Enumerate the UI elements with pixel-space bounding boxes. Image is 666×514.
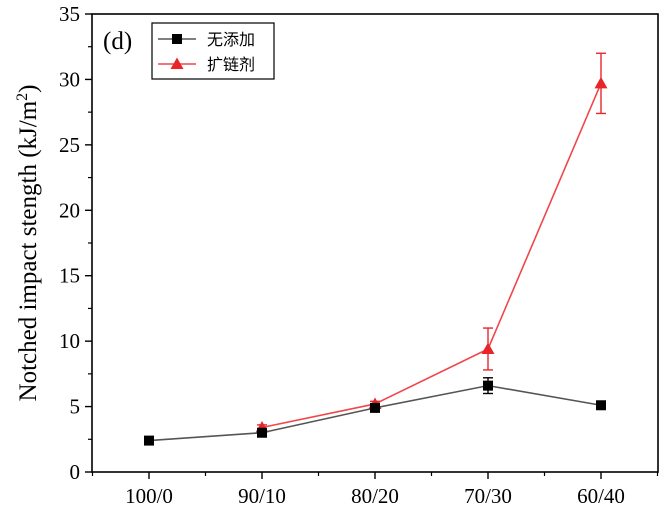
y-tick-label: 25 — [59, 133, 80, 157]
legend-marker — [172, 34, 182, 44]
legend-box — [151, 22, 275, 80]
y-tick-label: 15 — [59, 264, 80, 288]
x-tick-label: 90/10 — [238, 484, 286, 508]
series-line — [148, 384, 602, 442]
panel-label: (d) — [103, 28, 132, 55]
y-tick-label: 20 — [59, 198, 80, 222]
legend-label: 无添加 — [207, 31, 255, 49]
legend-label: 扩链剂 — [207, 56, 255, 74]
y-axis-title-main: Notched impact stength (kJ/m — [15, 100, 42, 401]
y-tick-label: 10 — [59, 329, 80, 353]
axes: 0 5 10 15 20 25 30 35 100/0 90/10 80/20 70/30 60/40 N… — [14, 2, 659, 508]
x-tick-label: 70/30 — [464, 484, 512, 508]
data-point — [144, 435, 154, 446]
y-axis-title-close: ) — [15, 85, 42, 93]
y-tick-label: 5 — [70, 395, 81, 419]
legend-marker — [170, 57, 184, 69]
data-point — [596, 400, 606, 411]
y-tick-label: 30 — [59, 67, 80, 91]
y-tick-label: 0 — [70, 460, 81, 484]
data-point — [481, 342, 495, 354]
data-point — [370, 402, 380, 413]
y-tick-label: 35 — [59, 2, 80, 26]
series-line — [261, 83, 602, 429]
x-tick-label: 100/0 — [125, 484, 173, 508]
data-point — [483, 380, 493, 391]
data-point — [257, 427, 267, 438]
series-2 — [255, 52, 608, 433]
x-tick-label: 80/20 — [351, 484, 399, 508]
x-tick-label: 60/40 — [577, 484, 625, 508]
y-axis-title: Notched impact stength (kJ/m2) — [14, 85, 42, 402]
series-1 — [144, 377, 606, 446]
data-point — [594, 76, 608, 89]
y-axis-title-sup: 2 — [14, 93, 31, 101]
series-layer — [144, 52, 608, 446]
